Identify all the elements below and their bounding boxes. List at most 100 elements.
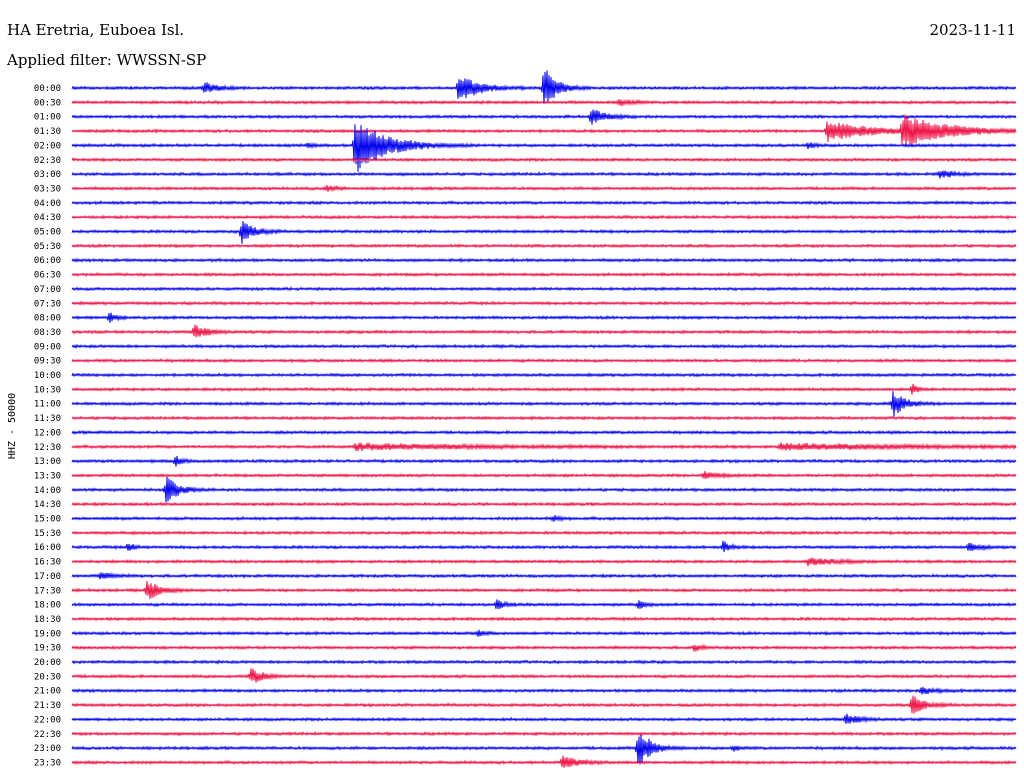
time-label: 09:30 <box>34 357 61 367</box>
time-label: 12:30 <box>34 443 61 453</box>
trace-line <box>71 471 1017 480</box>
trace-line <box>71 243 1017 249</box>
time-label: 10:30 <box>34 385 61 395</box>
trace-line <box>71 629 1017 637</box>
time-label: 03:30 <box>34 184 61 194</box>
time-label: 02:00 <box>34 141 61 151</box>
trace-line <box>71 514 1017 523</box>
trace-line <box>71 357 1017 364</box>
time-label: 17:30 <box>34 586 61 596</box>
time-label: 09:00 <box>34 342 61 352</box>
trace-line <box>71 214 1017 221</box>
trace-line <box>71 415 1017 421</box>
trace-line <box>71 170 1017 179</box>
time-label: 18:00 <box>34 601 61 611</box>
trace-line <box>71 98 1017 107</box>
time-label: 12:00 <box>34 428 61 438</box>
time-label: 08:30 <box>34 328 61 338</box>
time-label: 08:00 <box>34 314 61 324</box>
trace-line <box>71 199 1017 206</box>
time-label: 01:00 <box>34 113 61 123</box>
trace-line <box>71 383 1017 395</box>
time-label: 13:00 <box>34 457 61 467</box>
time-label: 15:00 <box>34 515 61 525</box>
trace-line <box>71 659 1017 665</box>
trace-line <box>71 391 1017 417</box>
time-label: 16:30 <box>34 558 61 568</box>
trace-line <box>71 324 1017 338</box>
time-label: 21:30 <box>34 701 61 711</box>
filter-subtitle: Applied filter: WWSSN-SP <box>7 51 207 69</box>
trace-line <box>71 114 1017 147</box>
time-label: 03:00 <box>34 170 61 180</box>
trace-line <box>71 581 1017 599</box>
time-label: 20:30 <box>34 672 61 682</box>
trace-line <box>71 599 1017 609</box>
time-label: 01:30 <box>34 127 61 137</box>
time-label: 07:00 <box>34 285 61 295</box>
time-labels: 00:00 00:30 01:00 01:30 02:00 02:30 03:00 03:30… <box>34 84 61 768</box>
time-label: 15:30 <box>34 529 61 539</box>
trace-line <box>71 695 1017 714</box>
trace-line <box>71 184 1017 193</box>
trace-line <box>71 109 1017 125</box>
time-label: 23:00 <box>34 744 61 754</box>
station-title: HA Eretria, Euboea Isl. <box>7 21 185 39</box>
trace-line <box>71 476 1017 503</box>
trace-line <box>71 372 1017 378</box>
trace-line <box>71 124 1017 172</box>
time-label: 16:00 <box>34 543 61 553</box>
time-label: 22:30 <box>34 730 61 740</box>
time-label: 07:30 <box>34 299 61 309</box>
trace-line <box>71 300 1017 307</box>
time-label: 18:30 <box>34 615 61 625</box>
trace-line <box>71 271 1017 278</box>
trace-line <box>71 734 1017 765</box>
time-label: 11:00 <box>34 400 61 410</box>
trace-line <box>71 686 1017 695</box>
time-label: 02:30 <box>34 156 61 166</box>
time-label: 14:00 <box>34 486 61 496</box>
trace-line <box>71 730 1017 737</box>
trace-line <box>71 312 1017 323</box>
trace-line <box>71 501 1017 507</box>
time-label: 05:30 <box>34 242 61 252</box>
time-label: 04:30 <box>34 213 61 223</box>
time-label: 22:00 <box>34 715 61 725</box>
time-label: 10:00 <box>34 371 61 381</box>
trace-line <box>71 530 1017 536</box>
time-label: 11:30 <box>34 414 61 424</box>
time-label: 13:30 <box>34 471 61 481</box>
trace-line <box>71 643 1017 652</box>
trace-line <box>71 616 1017 622</box>
time-label: 19:30 <box>34 644 61 654</box>
y-axis-label: HHZ - 50000 <box>7 393 18 459</box>
trace-line <box>71 442 1017 452</box>
time-label: 23:30 <box>34 758 61 768</box>
trace-line <box>71 713 1017 724</box>
trace-line <box>71 156 1017 163</box>
time-label: 21:00 <box>34 687 61 697</box>
time-label: 17:00 <box>34 572 61 582</box>
trace-line <box>71 455 1017 467</box>
time-label: 04:00 <box>34 199 61 209</box>
trace-line <box>71 343 1017 350</box>
trace-line <box>71 557 1017 567</box>
time-label: 00:00 <box>34 84 61 94</box>
time-label: 06:00 <box>34 256 61 266</box>
time-label: 05:00 <box>34 228 61 238</box>
trace-line <box>71 540 1017 553</box>
trace-line <box>71 221 1017 244</box>
time-label: 14:30 <box>34 500 61 510</box>
date-label: 2023-11-11 <box>929 21 1016 39</box>
time-label: 00:30 <box>34 98 61 108</box>
time-label: 06:30 <box>34 271 61 281</box>
trace-line <box>71 668 1017 683</box>
trace-line <box>71 755 1017 768</box>
trace-line <box>71 429 1017 436</box>
traces <box>71 70 1017 768</box>
trace-line <box>71 571 1017 580</box>
trace-line <box>71 70 1017 104</box>
time-label: 19:00 <box>34 629 61 639</box>
